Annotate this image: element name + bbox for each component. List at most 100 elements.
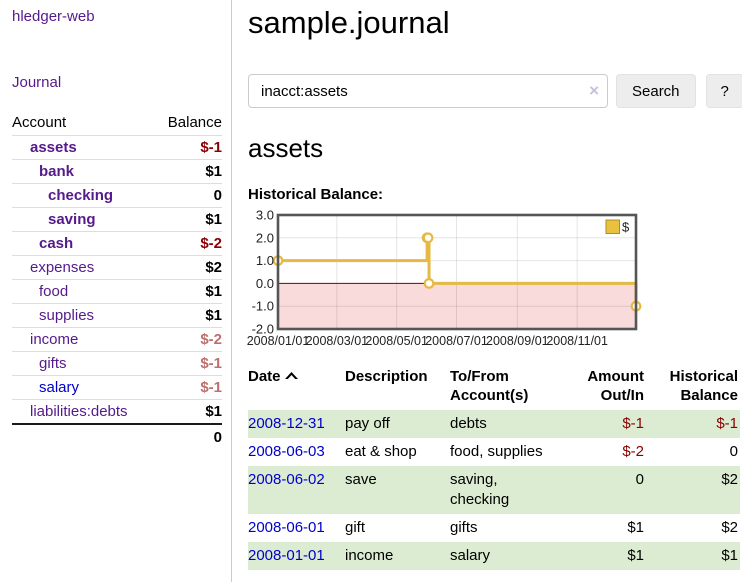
accounts-cell: salary xyxy=(450,542,560,570)
accounts-table: Account Balance assets $-1 bank $1 checking 0… xyxy=(12,111,222,450)
account-link-cash[interactable]: cash xyxy=(39,235,74,252)
negative-region xyxy=(278,283,636,329)
register-header-historical-balance: Historical Balance xyxy=(669,368,738,404)
app-title-link[interactable]: hledger-web xyxy=(12,8,95,25)
account-link-saving[interactable]: saving xyxy=(48,211,96,228)
accounts-cell: saving, checking xyxy=(450,466,560,514)
account-heading: assets xyxy=(248,133,324,163)
x-tick-label: 2008/11/01 xyxy=(546,334,608,348)
transaction-date-link[interactable]: 2008-06-03 xyxy=(248,443,325,460)
main-content: sample.journal × Search ? assets Histori… xyxy=(232,0,742,582)
search-input-wrap: × xyxy=(248,74,608,108)
balance-cell: $2 xyxy=(721,519,738,536)
account-row: cash $-2 xyxy=(12,231,222,255)
balance-cell: $2 xyxy=(646,466,740,514)
account-row: checking 0 xyxy=(12,183,222,207)
account-link-bank[interactable]: bank xyxy=(39,163,75,180)
y-tick-label: -1.0 xyxy=(252,299,274,314)
page-title: sample.journal xyxy=(248,5,450,40)
accounts-rows: assets $-1 bank $1 checking 0 saving $1 cash $-2 e… xyxy=(12,135,222,423)
search-button[interactable]: Search xyxy=(616,74,696,108)
transaction-date-link[interactable]: 2008-06-02 xyxy=(248,471,325,488)
balance-column-header: Balance xyxy=(167,114,222,131)
account-row: saving $1 xyxy=(12,207,222,231)
transaction-date-link[interactable]: 2008-12-31 xyxy=(248,415,325,432)
account-balance: $-2 xyxy=(200,331,222,348)
register-table: Date Description To/From Account(s) Amount Ou… xyxy=(248,365,740,570)
date-cell: 2008-06-01 xyxy=(248,514,345,542)
account-row: bank $1 xyxy=(12,159,222,183)
date-cell: 2008-12-31 xyxy=(248,410,345,438)
clear-search-icon[interactable]: × xyxy=(589,81,599,100)
chart-svg: $3.0 2.0 1.0 0.0 -1.0 -2.02008/01/012008/03/0… xyxy=(247,208,642,348)
account-row: assets $-1 xyxy=(12,135,222,159)
data-point xyxy=(423,277,435,289)
search-bar: × Search ? xyxy=(248,74,742,108)
account-balance: $1 xyxy=(205,283,222,300)
account-link-supplies[interactable]: supplies xyxy=(39,307,95,324)
data-point xyxy=(422,232,434,244)
account-link-salary[interactable]: salary xyxy=(39,379,80,396)
amount-cell: $1 xyxy=(560,542,646,570)
account-balance: $1 xyxy=(205,307,222,324)
x-tick-label: 2008/05/01 xyxy=(365,334,428,348)
help-button[interactable]: ? xyxy=(705,74,742,108)
register-header-tofrom-accounts: To/From Account(s) xyxy=(450,368,529,404)
description-cell: save xyxy=(345,466,450,514)
description-cell: eat & shop xyxy=(345,443,417,460)
account-link-expenses[interactable]: expenses xyxy=(30,259,95,276)
accounts-cell: gifts xyxy=(450,519,478,536)
register-header-date[interactable]: Date xyxy=(248,365,345,410)
accounts-cell: food, supplies xyxy=(450,443,543,460)
historical-balance-chart: $3.0 2.0 1.0 0.0 -1.0 -2.0 2008/01/01 2008/03/0… xyxy=(247,208,742,350)
register-header-row: Date Description To/From Account(s) Amount Ou… xyxy=(248,365,740,410)
search-input[interactable] xyxy=(248,74,608,108)
y-tick-label: -2.0 xyxy=(252,322,274,337)
account-row: gifts $-1 xyxy=(12,351,222,375)
transaction-date-link[interactable]: 2008-01-01 xyxy=(248,547,325,564)
balance-cell: 0 xyxy=(729,443,738,460)
x-tick-label: 2008/09/01 xyxy=(486,334,549,348)
accounts-cell: debts xyxy=(450,410,560,438)
account-balance: $-1 xyxy=(200,355,222,372)
account-link-gifts[interactable]: gifts xyxy=(39,355,67,372)
account-link-liabilities-debts[interactable]: liabilities:debts xyxy=(30,403,128,420)
account-row: food $1 xyxy=(12,279,222,303)
account-balance: $-1 xyxy=(200,379,222,396)
account-column-header: Account xyxy=(12,114,67,131)
date-cell: 2008-06-02 xyxy=(248,466,345,514)
legend-label: $ xyxy=(622,220,630,235)
register-header-description: Description xyxy=(345,368,428,385)
account-balance: 0 xyxy=(213,187,222,204)
table-row: 2008-06-03 eat & shop food, supplies $-2 0 xyxy=(248,438,740,466)
accounts-table-header: Account Balance xyxy=(12,111,222,135)
date-cell: 2008-01-01 xyxy=(248,542,345,570)
account-row: expenses $2 xyxy=(12,255,222,279)
transaction-date-link[interactable]: 2008-06-01 xyxy=(248,519,325,536)
account-link-income[interactable]: income xyxy=(30,331,79,348)
table-row: 2008-06-01 gift gifts $1 $2 xyxy=(248,514,740,542)
description-cell: gift xyxy=(345,519,366,536)
account-balance: $1 xyxy=(205,403,222,420)
legend-swatch xyxy=(605,219,620,234)
account-row: supplies $1 xyxy=(12,303,222,327)
y-tick-label: 1.0 xyxy=(256,253,274,268)
account-link-assets[interactable]: assets xyxy=(30,139,77,156)
account-balance: $1 xyxy=(205,163,222,180)
sidebar: hledger-web Journal Account Balance asse… xyxy=(0,0,232,582)
sort-asc-icon xyxy=(284,367,298,386)
y-tick-label: 2.0 xyxy=(256,230,274,245)
balance-cell: $1 xyxy=(646,542,740,570)
description-cell: pay off xyxy=(345,410,450,438)
account-row: liabilities:debts $1 xyxy=(12,399,222,423)
sidebar-item-journal[interactable]: Journal xyxy=(12,74,62,91)
table-row: 2008-12-31 pay off debts $-1 $-1 xyxy=(248,410,740,438)
chart-title: Historical Balance: xyxy=(248,186,384,203)
amount-cell: $-1 xyxy=(560,410,646,438)
account-row: salary $-1 xyxy=(12,375,222,399)
account-link-checking[interactable]: checking xyxy=(48,187,114,204)
date-cell: 2008-06-03 xyxy=(248,438,345,466)
account-link-food[interactable]: food xyxy=(39,283,69,300)
accounts-total: 0 xyxy=(12,423,222,450)
account-balance: $1 xyxy=(205,211,222,228)
